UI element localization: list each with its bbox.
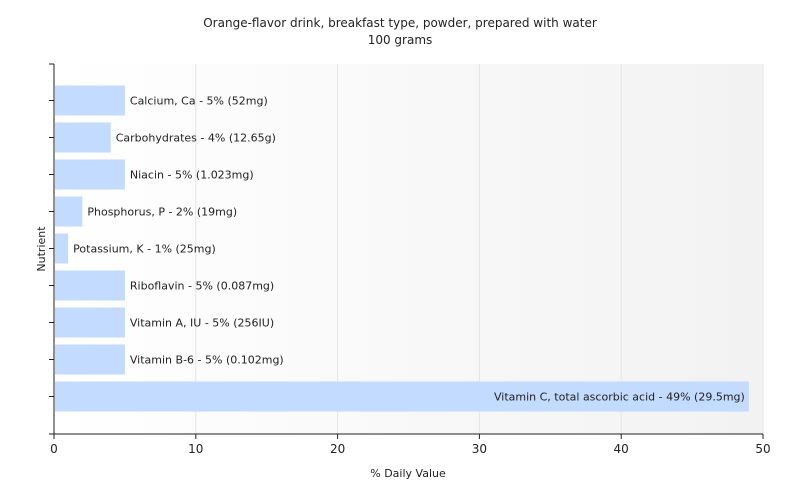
grid-lines	[195, 64, 764, 434]
bar	[55, 85, 125, 116]
bar-data-label: Niacin - 5% (1.023mg)	[130, 169, 254, 182]
x-tick-label: 10	[188, 442, 203, 456]
plot-area	[54, 64, 763, 434]
x-tick-label: 20	[330, 442, 345, 456]
bar	[55, 344, 125, 375]
x-axis-ticks: 0 10 20 30 40 50	[50, 434, 771, 456]
bar	[55, 233, 69, 264]
x-tick-label: 40	[614, 442, 629, 456]
bar	[55, 159, 125, 190]
bar-data-label: Carbohydrates - 4% (12.65g)	[116, 132, 276, 145]
bar-data-label: Vitamin C, total ascorbic acid - 49% (29…	[494, 391, 745, 404]
x-tick-label: 50	[755, 442, 770, 456]
bar-data-label: Vitamin B-6 - 5% (0.102mg)	[130, 354, 284, 367]
bar-data-label: Riboflavin - 5% (0.087mg)	[130, 280, 274, 293]
bar-data-label: Phosphorus, P - 2% (19mg)	[87, 206, 237, 219]
bars	[55, 85, 749, 412]
bar	[55, 122, 111, 153]
bar-labels: Calcium, Ca - 5% (52mg) Carbohydrates - 4…	[73, 95, 745, 404]
bar	[55, 270, 125, 301]
bar-data-label: Potassium, K - 1% (25mg)	[73, 243, 216, 256]
bar	[55, 381, 749, 412]
x-tick-label: 30	[472, 442, 487, 456]
bar	[55, 196, 83, 227]
chart-title: Orange-flavor drink, breakfast type, pow…	[203, 16, 597, 30]
bar-data-label: Vitamin A, IU - 5% (256IU)	[130, 317, 274, 330]
chart-subtitle: 100 grams	[368, 33, 433, 47]
y-axis-ticks	[49, 63, 54, 435]
y-axis-label: Nutrient	[35, 226, 48, 272]
bar	[55, 307, 125, 338]
x-tick-label: 0	[50, 442, 58, 456]
x-axis-label: % Daily Value	[370, 467, 446, 480]
bar-data-label: Calcium, Ca - 5% (52mg)	[130, 95, 268, 108]
